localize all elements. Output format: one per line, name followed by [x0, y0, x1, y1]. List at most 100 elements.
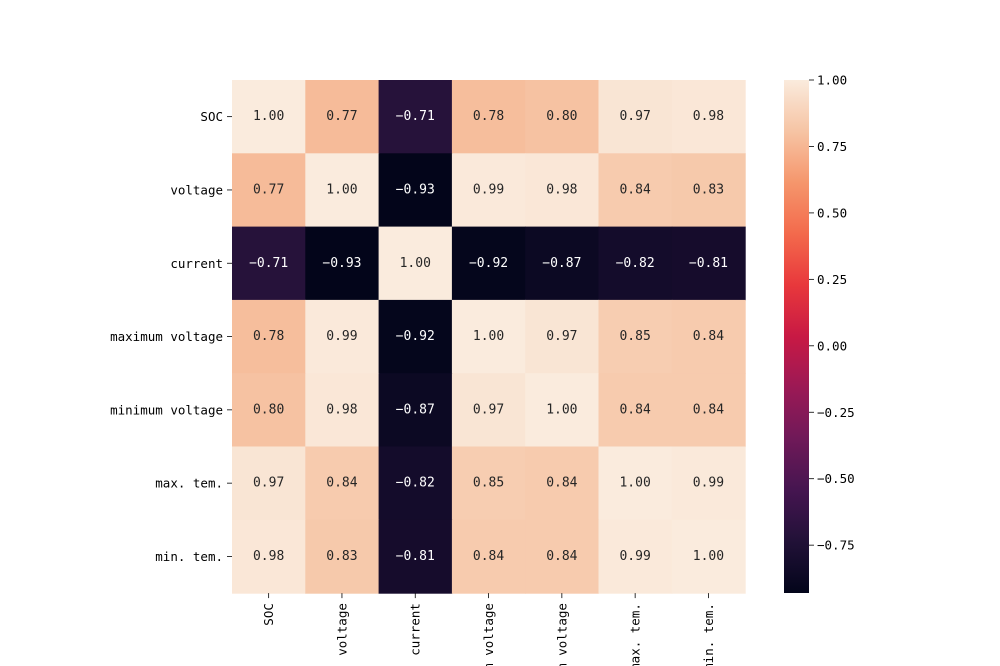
cell-annotation: 0.84	[546, 549, 577, 564]
colorbar: 1.00 0.75 0.50 0.25 0.00 −0.25 −0.50 −0.75	[784, 73, 855, 593]
row-label: minimum voltage	[110, 402, 223, 417]
column-label: voltage	[334, 603, 349, 656]
cell-annotation: 0.99	[619, 549, 650, 564]
cell-annotation: 0.84	[619, 182, 650, 197]
cell-annotation: 0.84	[693, 402, 724, 417]
row-label: min. tem.	[155, 549, 223, 564]
heatmap-cell	[232, 226, 306, 301]
cell-annotation: −0.82	[616, 256, 655, 271]
colorbar-tick-label: −0.50	[817, 471, 855, 486]
heatmap-cell	[671, 299, 746, 374]
cell-annotation: 0.78	[473, 109, 504, 124]
heatmap-cell	[232, 153, 306, 228]
cell-annotation: −0.92	[469, 256, 508, 271]
heatmap-cell	[451, 153, 526, 228]
heatmap-cell	[525, 299, 600, 374]
heatmap-cell	[671, 80, 746, 154]
cell-annotation: 0.78	[253, 329, 284, 344]
row-label: maximum voltage	[110, 329, 223, 344]
heatmap-annotations: 1.00 0.77 −0.71 0.78 0.80 0.97 0.98 0.77 1.00 −0.…	[249, 109, 728, 564]
cell-annotation: −0.71	[396, 109, 435, 124]
heatmap-cell	[451, 446, 526, 521]
cell-annotation: 0.80	[546, 109, 577, 124]
column-label: current	[408, 603, 423, 656]
column-label: m voltage	[481, 603, 496, 666]
cell-annotation: 0.98	[326, 402, 357, 417]
heatmap-cell	[525, 446, 600, 521]
cell-annotation: −0.82	[396, 476, 435, 491]
cell-annotation: −0.81	[689, 256, 728, 271]
cell-annotation: 1.00	[473, 329, 504, 344]
cell-annotation: −0.92	[396, 329, 435, 344]
colorbar-tick-label: 1.00	[817, 73, 847, 88]
heatmap-cells	[232, 80, 746, 594]
column-label: min. tem.	[701, 603, 716, 666]
cell-annotation: 0.97	[546, 329, 577, 344]
cell-annotation: 0.98	[693, 109, 724, 124]
cell-annotation: 0.98	[253, 549, 284, 564]
cell-annotation: 0.84	[326, 476, 357, 491]
heatmap-cell	[305, 373, 380, 448]
cell-annotation: 0.85	[473, 476, 504, 491]
cell-annotation: 1.00	[693, 549, 724, 564]
cell-annotation: 0.99	[693, 476, 724, 491]
row-axis: SOC voltage current maximum voltage minimum …	[110, 109, 232, 564]
heatmap-cell	[451, 299, 526, 374]
heatmap-cell	[305, 153, 380, 228]
cell-annotation: 0.77	[326, 109, 357, 124]
cell-annotation: 0.98	[546, 182, 577, 197]
heatmap-cell	[671, 226, 746, 301]
heatmap-cell	[378, 299, 453, 374]
column-axis: SOC voltage current m voltage m voltage max. …	[261, 593, 716, 666]
cell-annotation: −0.93	[396, 182, 435, 197]
heatmap-cell	[451, 226, 526, 301]
heatmap-cell	[525, 519, 600, 594]
heatmap-cell	[305, 299, 380, 374]
heatmap-cell	[378, 373, 453, 448]
heatmap-cell	[451, 519, 526, 594]
cell-annotation: 0.80	[253, 402, 284, 417]
heatmap-cell	[378, 153, 453, 228]
colorbar-gradient	[784, 80, 809, 593]
cell-annotation: 0.84	[693, 329, 724, 344]
cell-annotation: 0.84	[473, 549, 504, 564]
row-label: max. tem.	[155, 476, 223, 491]
heatmap-cell	[378, 446, 453, 521]
cell-annotation: 1.00	[253, 109, 284, 124]
cell-annotation: −0.87	[396, 402, 435, 417]
heatmap-cell	[598, 226, 673, 301]
cell-annotation: −0.87	[542, 256, 581, 271]
heatmap-cell	[232, 299, 306, 374]
heatmap-cell	[378, 80, 453, 154]
heatmap-cell	[598, 373, 673, 448]
cell-annotation: 0.77	[253, 182, 284, 197]
cell-annotation: −0.71	[249, 256, 288, 271]
heatmap-cell	[671, 519, 746, 594]
row-label: voltage	[170, 182, 223, 197]
colorbar-ticks: 1.00 0.75 0.50 0.25 0.00 −0.25 −0.50 −0.75	[809, 73, 855, 553]
column-label: max. tem.	[628, 603, 643, 666]
colorbar-tick-label: 0.75	[817, 139, 847, 154]
cell-annotation: 0.84	[619, 402, 650, 417]
heatmap-cell	[525, 153, 600, 228]
heatmap-cell	[305, 519, 380, 594]
heatmap-cell	[525, 80, 600, 154]
heatmap-cell	[598, 80, 673, 154]
cell-annotation: 0.97	[253, 476, 284, 491]
heatmap-cell	[598, 446, 673, 521]
heatmap-cell	[451, 373, 526, 448]
heatmap-cell	[671, 373, 746, 448]
heatmap-cell	[232, 373, 306, 448]
row-label: current	[170, 256, 223, 271]
heatmap-cell	[305, 226, 380, 301]
heatmap-cell	[305, 80, 380, 154]
cell-annotation: 0.83	[326, 549, 357, 564]
column-label: SOC	[261, 603, 276, 626]
heatmap-cell	[525, 373, 600, 448]
heatmap-cell	[671, 446, 746, 521]
heatmap-cell	[305, 446, 380, 521]
heatmap-cell	[232, 446, 306, 521]
cell-annotation: 1.00	[546, 402, 577, 417]
heatmap-cell	[378, 519, 453, 594]
